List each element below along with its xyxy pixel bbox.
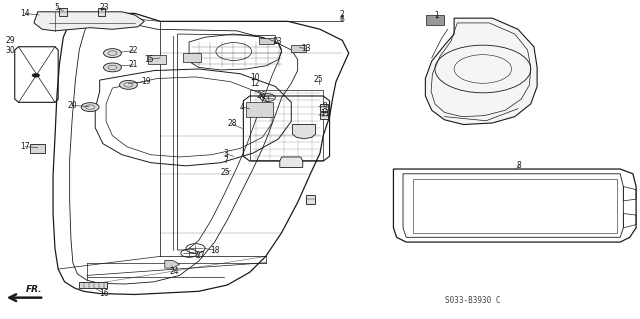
Polygon shape	[280, 157, 303, 167]
Polygon shape	[426, 18, 537, 124]
Bar	[306, 195, 315, 204]
FancyBboxPatch shape	[30, 144, 45, 152]
FancyBboxPatch shape	[148, 55, 166, 64]
Text: 4: 4	[239, 103, 244, 112]
Text: 9: 9	[323, 102, 328, 111]
Circle shape	[120, 80, 138, 89]
FancyBboxPatch shape	[259, 38, 274, 44]
Text: 26: 26	[257, 92, 266, 100]
Text: 17: 17	[20, 142, 30, 151]
Bar	[320, 112, 328, 119]
Text: 28: 28	[227, 119, 237, 129]
Circle shape	[32, 73, 40, 77]
FancyBboxPatch shape	[246, 102, 273, 117]
Text: 2: 2	[340, 10, 345, 19]
Text: 24: 24	[170, 267, 179, 276]
Text: 30: 30	[5, 46, 15, 56]
Text: 11: 11	[321, 109, 330, 118]
Text: 7: 7	[223, 156, 228, 165]
FancyBboxPatch shape	[79, 282, 107, 288]
Text: 25: 25	[221, 168, 230, 177]
Text: 25: 25	[314, 75, 324, 84]
Circle shape	[104, 63, 122, 72]
Text: S033-B3930 C: S033-B3930 C	[445, 296, 500, 305]
Polygon shape	[292, 124, 316, 139]
Polygon shape	[165, 261, 179, 268]
Text: 3: 3	[223, 149, 228, 158]
FancyBboxPatch shape	[183, 53, 201, 62]
Text: 10: 10	[250, 73, 260, 82]
Text: 13: 13	[272, 38, 282, 47]
Text: 6: 6	[340, 15, 345, 24]
Circle shape	[81, 103, 99, 112]
Polygon shape	[34, 12, 145, 31]
Text: 8: 8	[517, 161, 522, 170]
Text: 16: 16	[99, 289, 109, 298]
Text: 18: 18	[210, 246, 220, 255]
Text: 14: 14	[20, 9, 30, 18]
Text: FR.: FR.	[26, 285, 42, 293]
Text: 22: 22	[129, 46, 138, 55]
FancyBboxPatch shape	[291, 46, 306, 52]
Text: 27: 27	[195, 251, 205, 260]
Text: 1: 1	[434, 11, 438, 20]
FancyBboxPatch shape	[426, 15, 444, 25]
Text: 21: 21	[129, 60, 138, 69]
Text: 29: 29	[6, 36, 15, 45]
Bar	[320, 104, 328, 111]
Text: 12: 12	[250, 79, 260, 88]
Text: 5: 5	[54, 3, 60, 12]
Text: 20: 20	[67, 101, 77, 110]
Text: 15: 15	[145, 55, 154, 64]
Bar	[60, 8, 67, 16]
Text: 13: 13	[301, 44, 311, 53]
Text: 19: 19	[141, 77, 151, 86]
Text: 23: 23	[99, 3, 109, 12]
Circle shape	[104, 49, 122, 57]
Bar	[98, 8, 106, 16]
